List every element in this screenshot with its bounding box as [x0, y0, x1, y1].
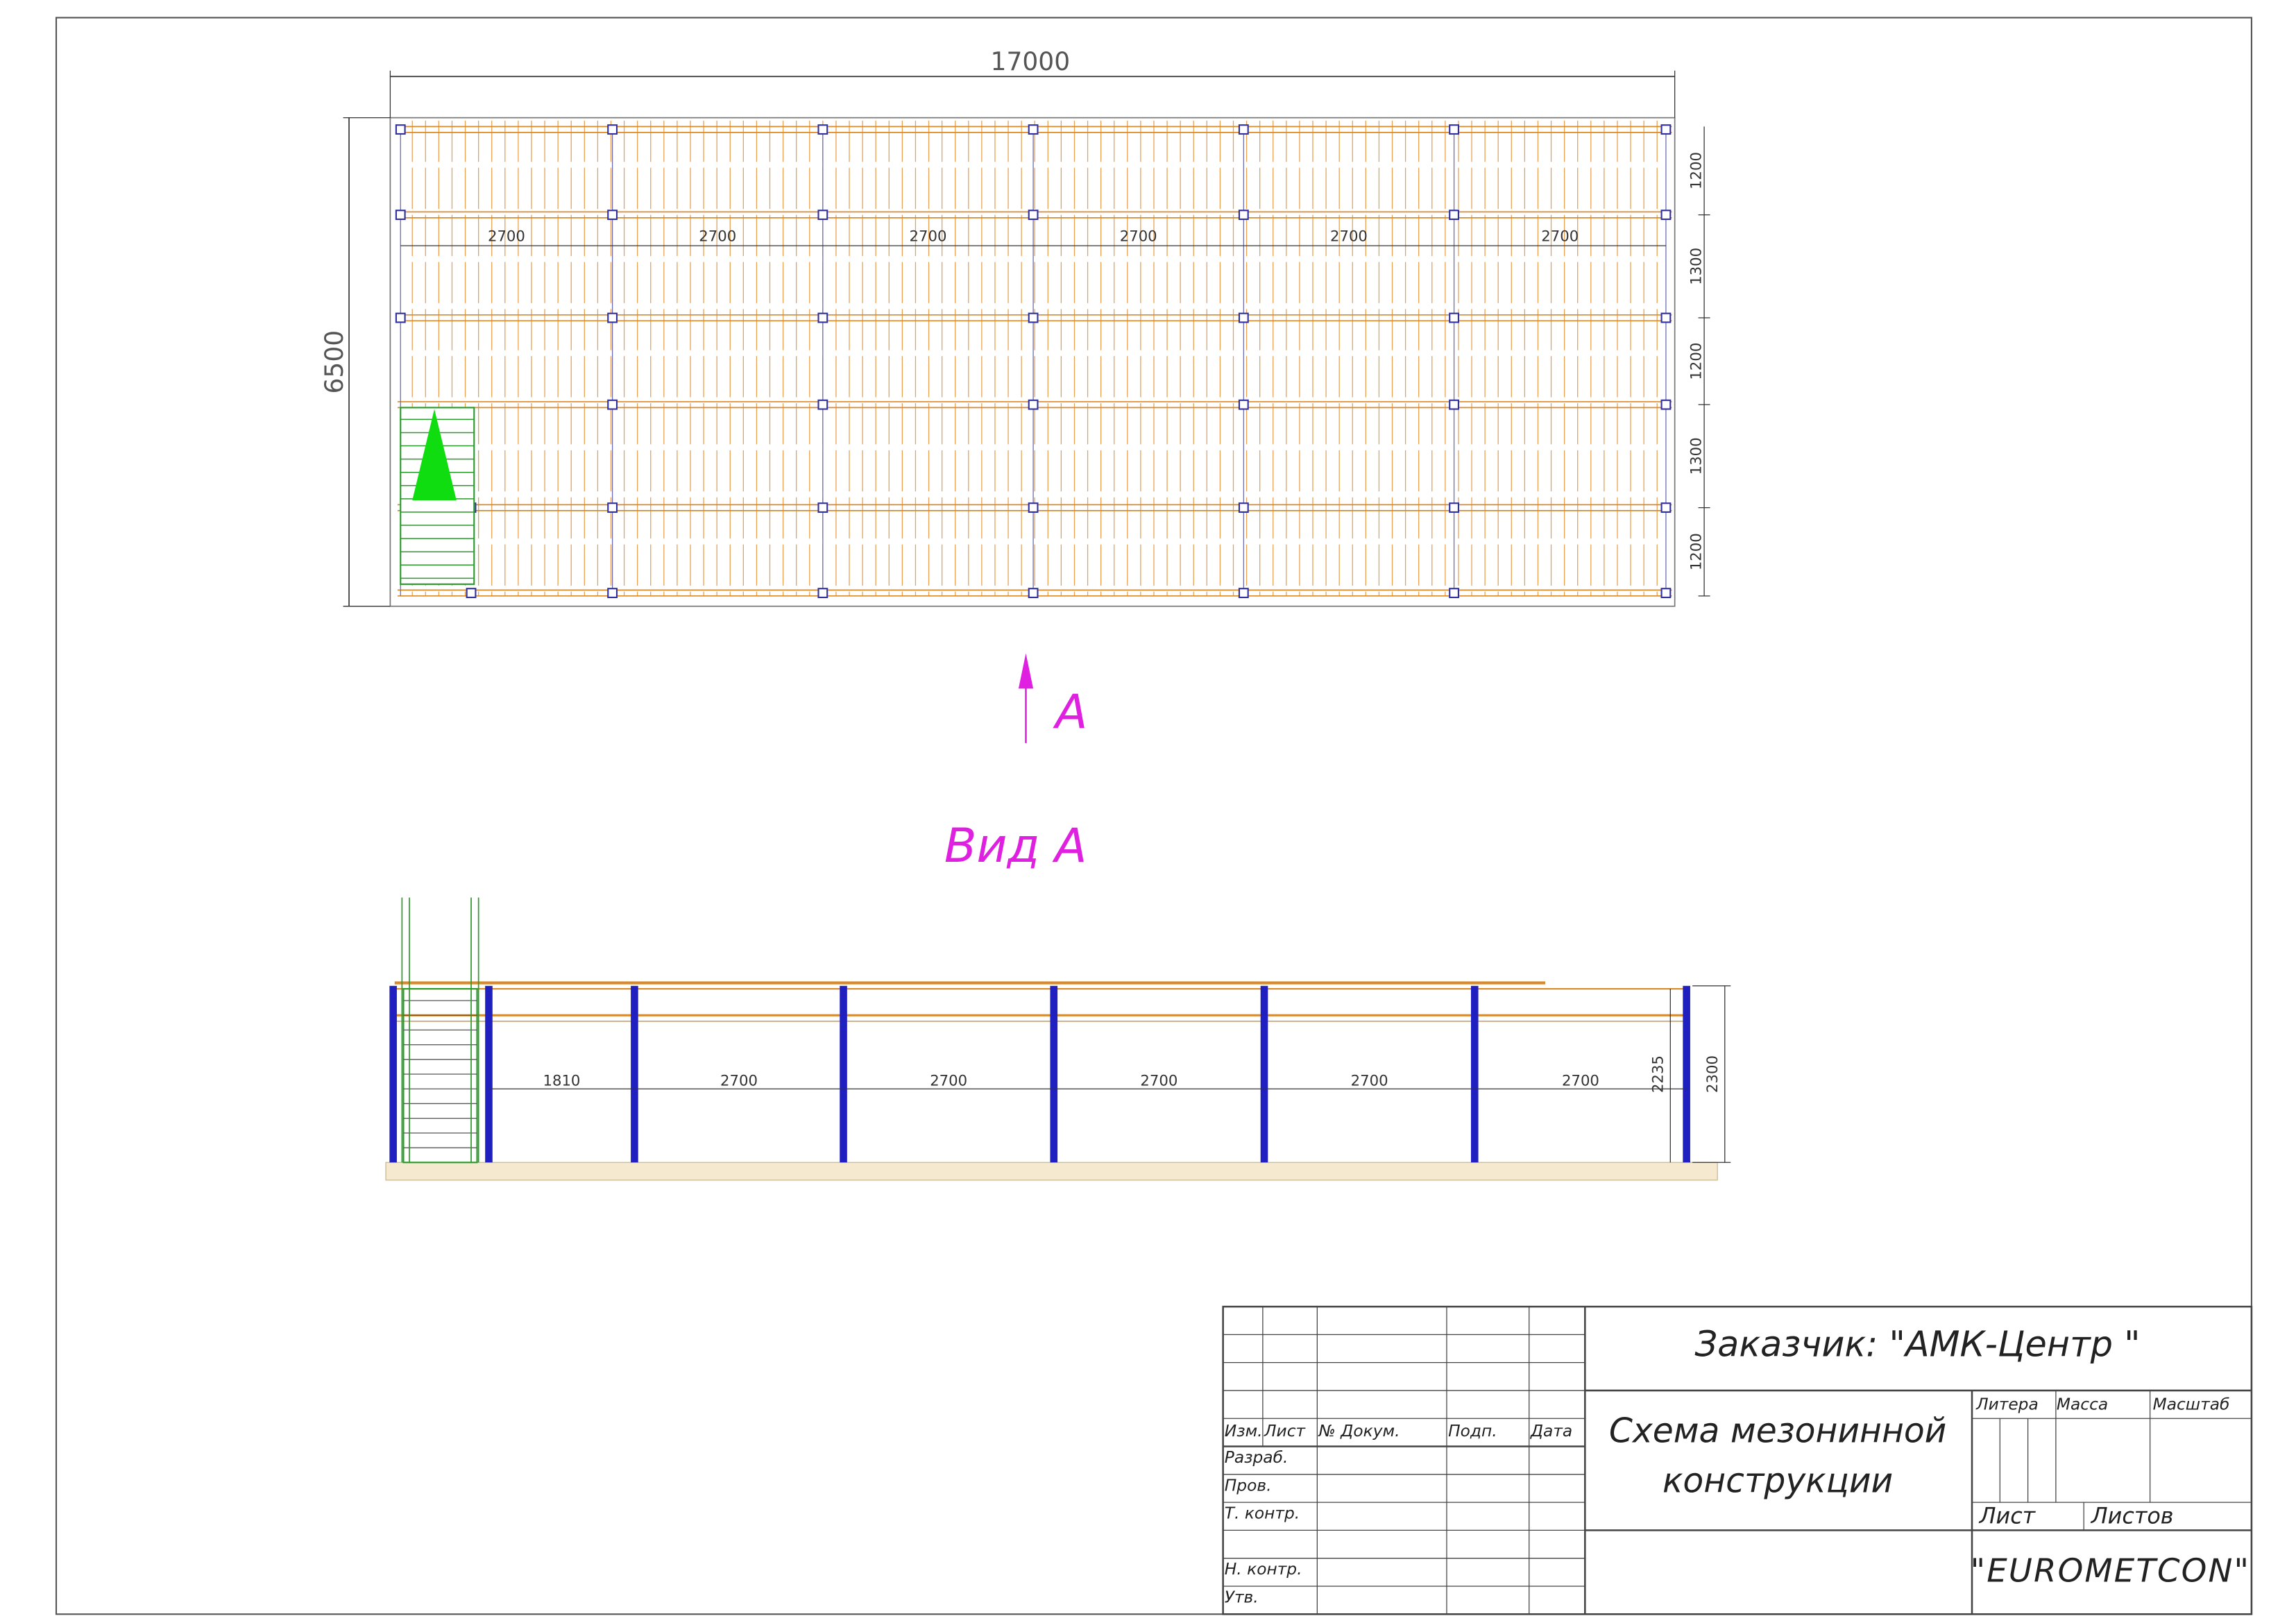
- bay-span: 2700: [1330, 227, 1368, 244]
- column: [1449, 312, 1460, 323]
- column: [607, 399, 618, 410]
- side-span: 2700: [1351, 1072, 1388, 1089]
- dimension-width: 6500: [321, 330, 349, 394]
- tb-header: Литера: [1975, 1395, 2039, 1414]
- side-column: [389, 985, 397, 1163]
- side-span: 1810: [543, 1072, 580, 1089]
- side-column: [631, 985, 638, 1163]
- column: [1028, 399, 1039, 410]
- plan-outline: [389, 117, 1676, 607]
- side-column: [1470, 985, 1479, 1163]
- column: [1028, 312, 1039, 323]
- side-view-title: Вид А: [944, 819, 1087, 874]
- column: [817, 210, 828, 221]
- column: [1238, 210, 1249, 221]
- side-span: 2700: [1140, 1072, 1177, 1089]
- title-block: [1222, 1305, 2253, 1615]
- stair-arrow: [412, 409, 457, 500]
- column: [1028, 210, 1039, 221]
- tb-signature: Т. контр.: [1225, 1504, 1300, 1523]
- bay-span: 2700: [699, 227, 736, 244]
- column: [1660, 210, 1672, 221]
- tb-header: Масштаб: [2153, 1395, 2230, 1414]
- row-span: 1200: [1687, 343, 1704, 380]
- tb-revision-header: Лист: [1264, 1422, 1306, 1441]
- side-span: 2700: [930, 1072, 967, 1089]
- total-height: 2300: [1703, 1055, 1721, 1093]
- tb-revision-header: Подп.: [1448, 1422, 1497, 1441]
- tb-revision-header: Изм.: [1225, 1422, 1263, 1441]
- tb-signature: Разраб.: [1225, 1448, 1289, 1467]
- tb-signature: Утв.: [1225, 1588, 1259, 1606]
- bay-span: 2700: [488, 227, 525, 244]
- row-span: 1200: [1687, 533, 1704, 570]
- bay-span: 2700: [910, 227, 947, 244]
- column: [395, 124, 406, 135]
- bay-span: 2700: [1541, 227, 1579, 244]
- tb-signature: Пров.: [1225, 1476, 1272, 1495]
- row-span: 1300: [1687, 437, 1704, 475]
- side-stair: [402, 987, 478, 1164]
- company: "EUROMETCON": [1971, 1552, 2250, 1590]
- side-column: [485, 985, 493, 1163]
- tb-signature: Н. контр.: [1225, 1560, 1302, 1579]
- column: [466, 588, 477, 599]
- column: [1238, 399, 1249, 410]
- column: [1028, 588, 1039, 599]
- column: [1238, 312, 1249, 323]
- column: [607, 502, 618, 513]
- column: [1028, 124, 1039, 135]
- column: [1660, 588, 1672, 599]
- column: [817, 588, 828, 599]
- column: [1660, 124, 1672, 135]
- bay-span: 2700: [1120, 227, 1157, 244]
- column: [1238, 124, 1249, 135]
- side-column: [1683, 985, 1690, 1163]
- tb-revision-header: № Докум.: [1317, 1422, 1400, 1441]
- column: [607, 588, 618, 599]
- column: [1238, 588, 1249, 599]
- side-span: 2700: [720, 1072, 758, 1089]
- sheet-frame: [55, 17, 2252, 1615]
- drawing-title: Схема мезонинной: [1609, 1411, 1947, 1450]
- tb-header: Масса: [2057, 1395, 2108, 1414]
- column: [1449, 399, 1460, 410]
- column: [1449, 502, 1460, 513]
- column: [395, 210, 406, 221]
- view-marker: A: [1053, 685, 1087, 740]
- column: [1028, 502, 1039, 513]
- tb-sheet-label: Лист: [1979, 1503, 2036, 1529]
- dimension-length: 17000: [991, 48, 1071, 76]
- column: [1660, 502, 1672, 513]
- column: [1660, 399, 1672, 410]
- floor: [385, 1162, 1718, 1181]
- column: [817, 399, 828, 410]
- column: [1449, 588, 1460, 599]
- side-span: 2700: [1562, 1072, 1599, 1089]
- column: [607, 312, 618, 323]
- customer: Заказчик: "АМК-Центр ": [1695, 1324, 2141, 1365]
- side-column: [840, 985, 847, 1163]
- side-column: [1050, 985, 1058, 1163]
- row-span: 1200: [1687, 152, 1704, 189]
- column: [1660, 312, 1672, 323]
- row-span: 1300: [1687, 248, 1704, 285]
- column: [1238, 502, 1249, 513]
- column: [607, 210, 618, 221]
- column: [817, 124, 828, 135]
- tb-revision-header: Дата: [1530, 1422, 1572, 1441]
- view-arrow-head: [1018, 653, 1034, 689]
- drawing-title: конструкции: [1663, 1461, 1893, 1501]
- column: [817, 502, 828, 513]
- column: [1449, 210, 1460, 221]
- tb-sheet-label: Листов: [2091, 1503, 2174, 1529]
- column: [817, 312, 828, 323]
- beam-height: 2235: [1649, 1055, 1666, 1093]
- column: [607, 124, 618, 135]
- column: [1449, 124, 1460, 135]
- column: [395, 312, 406, 323]
- side-column: [1260, 985, 1268, 1163]
